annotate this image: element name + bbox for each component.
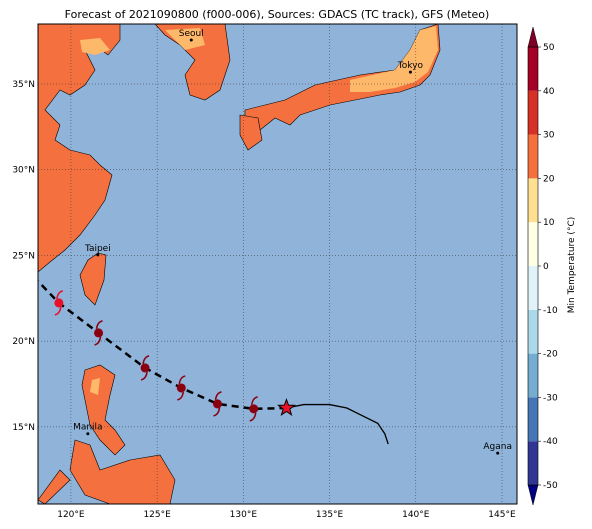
colorbar-band — [528, 397, 538, 442]
colorbar-band — [528, 441, 538, 485]
lon-tick-label: 120°E — [57, 510, 85, 520]
city-label: Tokyo — [397, 61, 424, 71]
colorbar-band — [528, 353, 538, 398]
colorbar-band — [528, 47, 538, 91]
storm-arm — [140, 371, 148, 381]
storm-symbol — [94, 320, 104, 346]
colorbar-band — [528, 134, 538, 179]
colorbar-band — [528, 266, 538, 310]
lon-tick-label: 135°E — [316, 510, 344, 520]
colorbar-band — [528, 90, 538, 135]
colorbar-tick-label: 40 — [543, 87, 555, 97]
storm-arm — [250, 396, 258, 405]
colorbar-tick-label: -50 — [543, 481, 558, 491]
lon-tick-label: 125°E — [143, 510, 171, 520]
city-dot — [189, 38, 193, 42]
storm-arm — [56, 290, 64, 300]
storm-arm — [94, 336, 102, 346]
city-dot — [496, 451, 500, 455]
lon-tick-label: 130°E — [230, 510, 258, 520]
storm-arm — [54, 306, 62, 316]
storm-arm — [178, 375, 186, 385]
colorbar-band — [528, 222, 538, 266]
colorbar-tick-label: 0 — [543, 262, 549, 272]
storm-arm — [142, 355, 150, 365]
storm-eye — [212, 399, 222, 409]
storm-eye — [54, 298, 64, 308]
lon-tick-label: 140°E — [402, 510, 430, 520]
colorbar-tick-label: -10 — [543, 306, 558, 316]
storm-arm — [177, 391, 185, 401]
city-label: Manila — [73, 423, 103, 433]
forecast-track — [38, 280, 287, 411]
storm-arm — [249, 412, 257, 422]
lat-tick-label: 35°N — [12, 80, 35, 90]
colorbar-extend — [527, 484, 539, 506]
city-dot — [408, 70, 412, 74]
land — [38, 24, 441, 504]
lon-tick-label: 145°E — [488, 510, 516, 520]
colorbar-band — [528, 309, 538, 354]
lat-tick-label: 15°N — [12, 423, 35, 433]
storm-eye — [176, 383, 186, 393]
city-label: Taipei — [84, 244, 111, 254]
colorbar-tick-label: 50 — [543, 43, 555, 53]
city-label: Agana — [483, 442, 512, 452]
storm-arm — [213, 407, 221, 417]
colorbar-band — [528, 178, 538, 223]
storm-eye — [94, 328, 104, 338]
colorbar-tick-label: -20 — [543, 350, 558, 360]
storm-symbol — [212, 391, 222, 417]
city-dot — [86, 432, 90, 436]
colorbar-tick-label: 10 — [543, 218, 555, 228]
colorbar-tick-label: 30 — [543, 131, 555, 141]
storm-arm — [95, 320, 103, 330]
city-label: Seoul — [179, 29, 204, 39]
lat-tick-label: 20°N — [12, 337, 35, 347]
storm-arm — [214, 391, 222, 401]
colorbar-tick-label: 20 — [543, 174, 555, 184]
colorbar-label: Min Temperature (°C) — [567, 217, 577, 314]
storm-symbol — [176, 375, 186, 401]
storm-eye — [249, 404, 259, 414]
observed-track — [286, 403, 389, 445]
map-frame — [37, 23, 518, 505]
storm-symbol — [140, 355, 150, 381]
title: Forecast of 2021090800 (f000-006), Sourc… — [65, 8, 490, 21]
colorbar-tick-label: -30 — [543, 393, 558, 403]
storm-symbol — [54, 290, 64, 316]
colorbar-extend — [527, 26, 539, 48]
lat-tick-label: 25°N — [12, 251, 35, 261]
current-position — [276, 398, 296, 417]
storm-eye — [140, 363, 150, 373]
lat-tick-label: 30°N — [12, 166, 35, 176]
colorbar-tick-label: -40 — [543, 437, 558, 447]
city-dot — [96, 253, 100, 257]
storm-symbol — [249, 396, 259, 422]
